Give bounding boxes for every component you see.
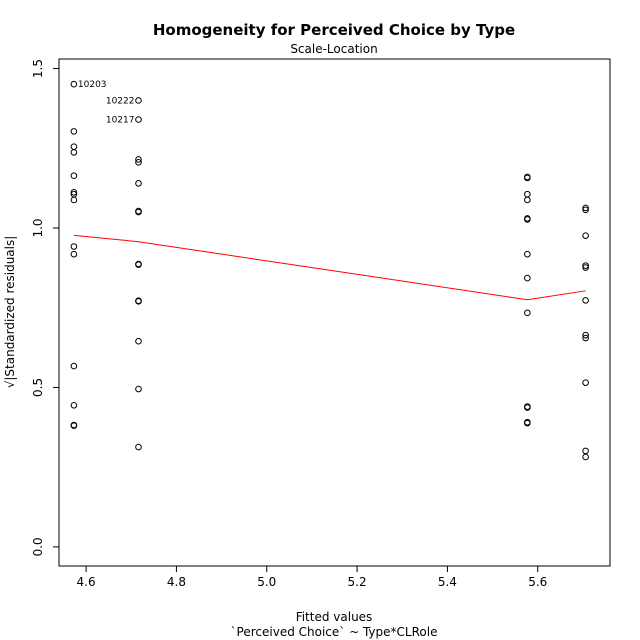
data-point xyxy=(70,80,78,88)
data-point xyxy=(582,204,589,212)
data-point xyxy=(135,337,142,345)
data-point xyxy=(582,334,589,342)
data-point xyxy=(524,309,531,317)
data-point xyxy=(582,262,589,269)
data-point xyxy=(524,216,531,223)
point-label: 10217 xyxy=(106,116,135,126)
x-tick-label: 5.0 xyxy=(257,575,276,589)
y-axis-label: √|Standardized residuals| xyxy=(3,236,17,389)
x-axis-label: Fitted values xyxy=(296,610,373,624)
data-point xyxy=(524,404,531,411)
data-point xyxy=(582,297,589,304)
data-point xyxy=(582,264,589,271)
data-point xyxy=(582,453,589,461)
data-point xyxy=(70,128,78,135)
data-point xyxy=(70,362,78,370)
data-point xyxy=(524,274,531,282)
point-labels-group: 10203 10222 10217 xyxy=(78,80,135,125)
data-point xyxy=(70,401,78,409)
data-point xyxy=(582,447,589,455)
data-point xyxy=(524,174,531,182)
data-point xyxy=(70,172,78,180)
x-tick-label: 4.8 xyxy=(167,575,186,589)
data-point xyxy=(70,422,78,429)
data-point xyxy=(70,143,78,150)
x-tick-label: 5.6 xyxy=(528,575,547,589)
chart-title: Homogeneity for Perceived Choice by Type xyxy=(153,21,515,39)
data-point xyxy=(135,116,142,123)
data-point xyxy=(524,190,531,198)
chart-subtitle: Scale-Location xyxy=(290,42,377,56)
point-label: 10203 xyxy=(78,80,107,90)
x-tick-label: 5.4 xyxy=(438,575,457,589)
data-point xyxy=(582,232,589,239)
data-point xyxy=(524,250,531,258)
data-point xyxy=(135,159,142,166)
data-point xyxy=(135,208,142,216)
data-point xyxy=(524,419,531,427)
data-point xyxy=(135,298,142,305)
data-point xyxy=(135,443,142,451)
data-point xyxy=(70,196,78,204)
plot-frame xyxy=(58,58,611,567)
data-point xyxy=(70,149,78,156)
data-point xyxy=(524,196,531,204)
y-tick-label: 1.0 xyxy=(31,218,45,237)
y-tick-label: 1.5 xyxy=(31,59,45,78)
x-axis: 4.6 4.8 5.0 5.2 5.4 5.6 xyxy=(77,566,547,589)
x-tick-label: 4.6 xyxy=(77,575,96,589)
data-point xyxy=(70,243,78,250)
point-label: 10222 xyxy=(106,96,135,106)
smoother-line-group xyxy=(73,234,586,301)
smoother-line xyxy=(73,234,586,301)
y-tick-label: 0.0 xyxy=(31,537,45,556)
y-axis: 0.0 0.5 1.0 1.5 xyxy=(31,59,59,556)
data-point xyxy=(70,250,78,258)
data-point xyxy=(135,97,142,104)
data-point xyxy=(582,331,589,339)
data-point xyxy=(582,206,589,214)
data-point xyxy=(135,156,142,163)
data-point xyxy=(582,379,589,386)
y-tick-label: 0.5 xyxy=(31,378,45,397)
data-point xyxy=(70,188,78,196)
data-point xyxy=(135,261,142,268)
data-point xyxy=(135,180,142,187)
x-axis-formula: `Perceived Choice` ~ Type*CLRole xyxy=(231,625,438,639)
points-group xyxy=(70,80,589,461)
data-point xyxy=(135,385,142,393)
x-tick-label: 5.2 xyxy=(348,575,367,589)
